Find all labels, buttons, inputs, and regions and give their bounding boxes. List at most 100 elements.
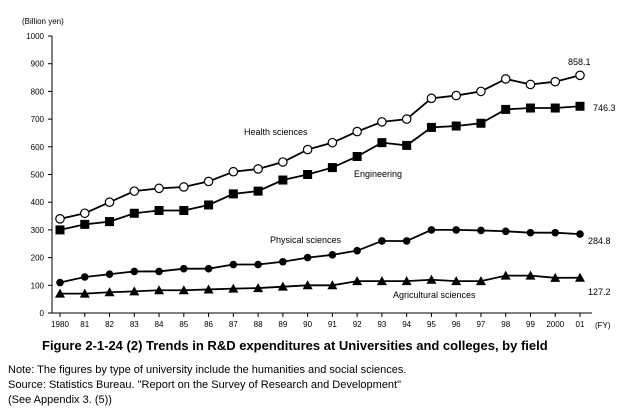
- data-point: [376, 276, 387, 286]
- y-tick-label: 900: [31, 60, 45, 69]
- series-health-sciences: [55, 70, 585, 224]
- x-tick-label: 91: [328, 320, 337, 329]
- data-point: [303, 253, 312, 262]
- data-point: [302, 144, 313, 155]
- data-point: [426, 93, 437, 104]
- x-tick-label: 97: [476, 320, 485, 329]
- y-tick-label: 300: [31, 226, 45, 235]
- x-tick-label: 87: [229, 320, 238, 329]
- data-point: [377, 117, 387, 127]
- data-point: [302, 280, 313, 290]
- data-point: [154, 206, 164, 216]
- data-point: [352, 276, 363, 286]
- series-engineering: [55, 101, 585, 235]
- end-label-agricultural-sciences: 127.2: [588, 287, 611, 297]
- y-tick-label: 600: [31, 143, 45, 152]
- data-point: [278, 157, 288, 167]
- data-point: [550, 76, 561, 87]
- y-tick-label: 800: [31, 87, 45, 96]
- data-point: [228, 283, 239, 293]
- y-tick-label: 400: [31, 198, 45, 207]
- data-point: [279, 257, 287, 266]
- data-point: [401, 114, 412, 124]
- x-tick-label: 90: [303, 320, 312, 329]
- data-point: [129, 208, 139, 218]
- data-point: [55, 225, 65, 235]
- axes: 0 100 200 300 400 500 600 700 800 900 1000 1980 81 82…: [26, 32, 592, 329]
- data-point: [204, 200, 214, 210]
- x-axis-unit-label: (FY): [595, 321, 611, 330]
- y-tick-label: 700: [31, 115, 45, 124]
- data-point: [178, 285, 189, 295]
- data-point: [180, 264, 188, 273]
- x-tick-label: 93: [377, 320, 386, 329]
- series-physical-sciences: [56, 226, 584, 287]
- data-point: [254, 260, 262, 269]
- data-point: [253, 283, 264, 293]
- data-point: [154, 285, 165, 295]
- data-point: [501, 104, 511, 114]
- x-tick-label: 01: [576, 320, 585, 329]
- data-point: [575, 101, 585, 111]
- end-label-health-sciences: 858.1: [568, 57, 591, 67]
- appendix-reference: (See Appendix 3. (5)): [8, 394, 112, 406]
- data-point: [500, 270, 511, 280]
- end-label-engineering: 746.3: [593, 103, 616, 113]
- data-point: [427, 226, 436, 234]
- data-point: [352, 151, 362, 161]
- x-tick-label: 98: [501, 320, 510, 329]
- source-text: Source: Statistics Bureau. "Report on th…: [8, 379, 402, 391]
- data-point: [303, 170, 313, 179]
- data-point: [328, 251, 337, 259]
- data-point: [352, 126, 362, 137]
- data-point: [500, 74, 511, 84]
- labels-layer: Health sciences Engineering Physical sci…: [244, 57, 616, 300]
- data-point: [253, 186, 263, 196]
- data-point: [155, 267, 163, 276]
- x-tick-label: 83: [130, 320, 139, 329]
- data-point: [179, 182, 189, 192]
- data-point: [401, 276, 412, 286]
- x-tick-label: 2000: [546, 320, 564, 329]
- data-point: [452, 226, 460, 234]
- x-tick-label: 84: [155, 320, 164, 329]
- data-point: [525, 79, 536, 90]
- data-point: [277, 281, 288, 291]
- data-point: [179, 206, 189, 216]
- series-line: [59, 228, 581, 284]
- series-agricultural-sciences: [55, 270, 585, 298]
- data-point: [476, 118, 486, 128]
- data-point: [551, 228, 560, 237]
- data-point: [327, 163, 337, 173]
- data-point: [56, 278, 64, 287]
- data-point: [79, 208, 90, 219]
- series-line: [60, 274, 581, 295]
- data-point: [525, 270, 536, 280]
- series-label-agricultural-sciences: Agricultural sciences: [393, 290, 476, 300]
- data-point: [228, 189, 238, 199]
- data-point: [575, 70, 585, 81]
- data-point: [451, 276, 462, 286]
- data-point: [526, 228, 535, 237]
- series-label-engineering: Engineering: [354, 169, 402, 179]
- data-point: [80, 219, 90, 229]
- series-label-physical-sciences: Physical sciences: [270, 235, 342, 245]
- data-point: [575, 272, 585, 282]
- x-tick-label: 89: [278, 320, 287, 329]
- x-tick-label: 94: [402, 320, 411, 329]
- note-text: Note: The figures by type of university …: [8, 364, 407, 376]
- data-point: [253, 164, 263, 174]
- y-tick-label: 0: [40, 309, 45, 318]
- figure-caption: Figure 2-1-24 (2) Trends in R&D expendit…: [42, 338, 548, 353]
- series-layer: [55, 70, 585, 298]
- x-tick-label: 99: [526, 320, 535, 329]
- data-point: [204, 264, 213, 273]
- data-point: [229, 260, 238, 269]
- data-point: [154, 183, 164, 194]
- data-point: [550, 103, 560, 113]
- x-tick-label: 81: [80, 320, 89, 329]
- data-point: [426, 122, 436, 132]
- data-point: [130, 267, 139, 276]
- data-point: [203, 176, 214, 187]
- data-point: [451, 121, 461, 131]
